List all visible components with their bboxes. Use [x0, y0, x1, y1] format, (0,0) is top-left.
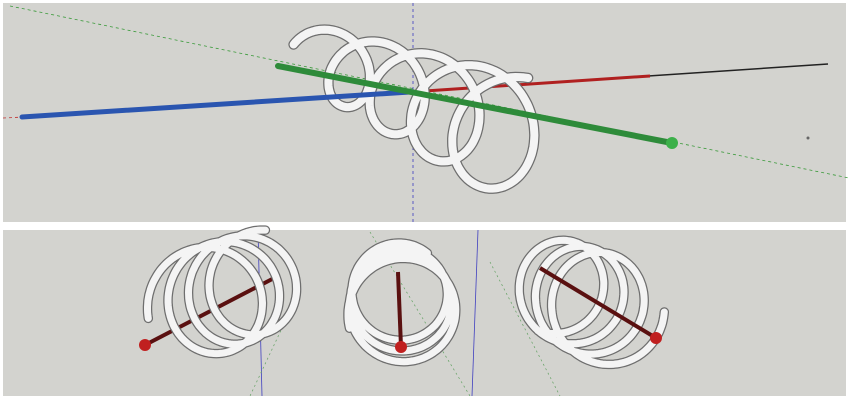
rod [538, 266, 658, 340]
green-axis [275, 63, 675, 146]
dot [806, 136, 810, 140]
rod-end [395, 341, 407, 353]
blue-axis [19, 89, 413, 120]
tube [515, 236, 668, 368]
green-guide [489, 261, 561, 397]
green-guide [369, 231, 471, 397]
tube [144, 226, 301, 358]
red-axis [409, 74, 651, 94]
blue-guide [471, 229, 479, 397]
tube [289, 25, 539, 193]
top-helix [288, 24, 540, 194]
green-handle [666, 137, 678, 149]
bottom-helices [139, 225, 670, 370]
rod [396, 271, 403, 348]
tube [344, 239, 460, 366]
rod-end [139, 339, 151, 351]
rod-end [650, 332, 662, 344]
